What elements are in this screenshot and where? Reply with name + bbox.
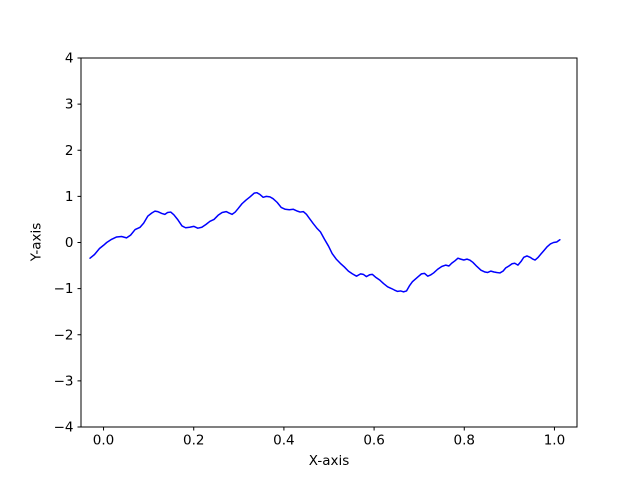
x-tick-label: 0.8: [454, 433, 475, 449]
y-tick-label: 0: [65, 235, 74, 251]
y-tick-label: 4: [65, 51, 74, 67]
y-axis-title: Y-axis: [28, 222, 45, 262]
x-tick-label: 0.4: [273, 433, 294, 449]
y-tick-label: 3: [65, 97, 74, 113]
x-tick-label: 0.0: [93, 433, 114, 449]
x-axis-title: X-axis: [308, 453, 350, 469]
x-tick-label: 0.2: [183, 433, 204, 449]
y-tick-label: −4: [54, 420, 74, 436]
y-tick-label: −3: [54, 373, 74, 389]
x-tick-label: 0.6: [363, 433, 384, 449]
x-tick-label: 1.0: [544, 433, 565, 449]
y-tick-label: −1: [54, 281, 74, 297]
axes-frame: [80, 57, 578, 428]
data-line-series: [89, 191, 561, 293]
y-tick-label: 2: [65, 143, 74, 159]
y-tick-label: 1: [65, 189, 74, 205]
y-tick-label: −2: [54, 327, 74, 343]
